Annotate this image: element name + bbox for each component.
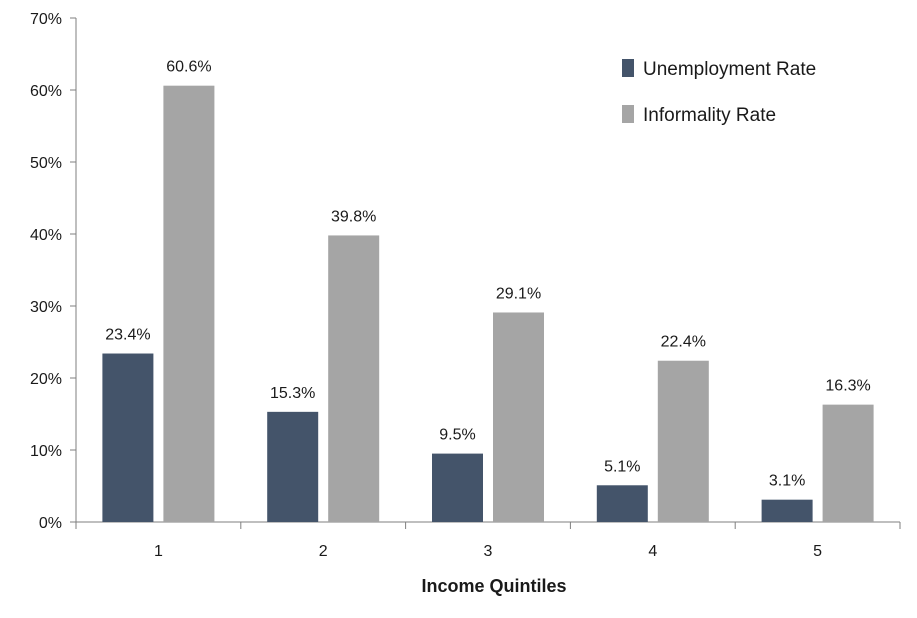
y-tick-label: 20% — [30, 371, 62, 388]
x-tick-label: 5 — [813, 543, 822, 560]
bars-group — [102, 85, 874, 523]
y-tick-label: 50% — [30, 155, 62, 172]
legend: Unemployment Rate Informality Rate — [622, 59, 816, 126]
x-tick-label: 4 — [648, 543, 657, 560]
data-label: 39.8% — [331, 208, 376, 225]
y-axis: 0% 10% 20% 30% 40% 50% 60% 70% — [30, 11, 77, 532]
bar-unemployment — [432, 453, 483, 522]
bar-informality — [657, 360, 709, 522]
data-label: 3.1% — [769, 473, 805, 490]
x-axis-title: Income Quintiles — [421, 576, 566, 596]
bar-unemployment — [267, 411, 319, 522]
bar-unemployment — [102, 353, 154, 522]
data-label: 22.4% — [661, 334, 706, 351]
bar-unemployment — [761, 499, 813, 522]
y-tick-label: 40% — [30, 227, 62, 244]
data-label: 15.3% — [270, 385, 315, 402]
bar-informality — [163, 85, 215, 523]
bar-informality — [822, 404, 874, 522]
bar-unemployment — [596, 485, 648, 522]
data-label: 60.6% — [166, 59, 211, 76]
bar-informality — [493, 312, 544, 522]
data-label: 29.1% — [496, 285, 541, 302]
x-tick-label: 1 — [154, 543, 163, 560]
bar-informality — [328, 235, 380, 522]
data-label: 23.4% — [105, 327, 150, 344]
data-label: 16.3% — [825, 378, 870, 395]
legend-label: Informality Rate — [643, 105, 776, 126]
y-tick-label: 10% — [30, 443, 62, 460]
data-labels-group: 23.4% 15.3% 9.5% 5.1% 3.1% 60.6% 39.8% 29.1% 22.… — [105, 59, 871, 490]
y-tick-label: 30% — [30, 299, 62, 316]
legend-swatch — [622, 105, 634, 123]
x-axis: 1 2 3 4 5 — [75, 521, 901, 560]
legend-swatch — [622, 59, 634, 77]
data-label: 5.1% — [604, 458, 640, 475]
y-tick-label: 0% — [39, 515, 62, 532]
x-tick-label: 3 — [484, 543, 493, 560]
y-tick-label: 60% — [30, 83, 62, 100]
data-label: 9.5% — [439, 427, 475, 444]
y-tick-label: 70% — [30, 11, 62, 28]
x-tick-label: 2 — [319, 543, 328, 560]
legend-label: Unemployment Rate — [643, 59, 816, 80]
